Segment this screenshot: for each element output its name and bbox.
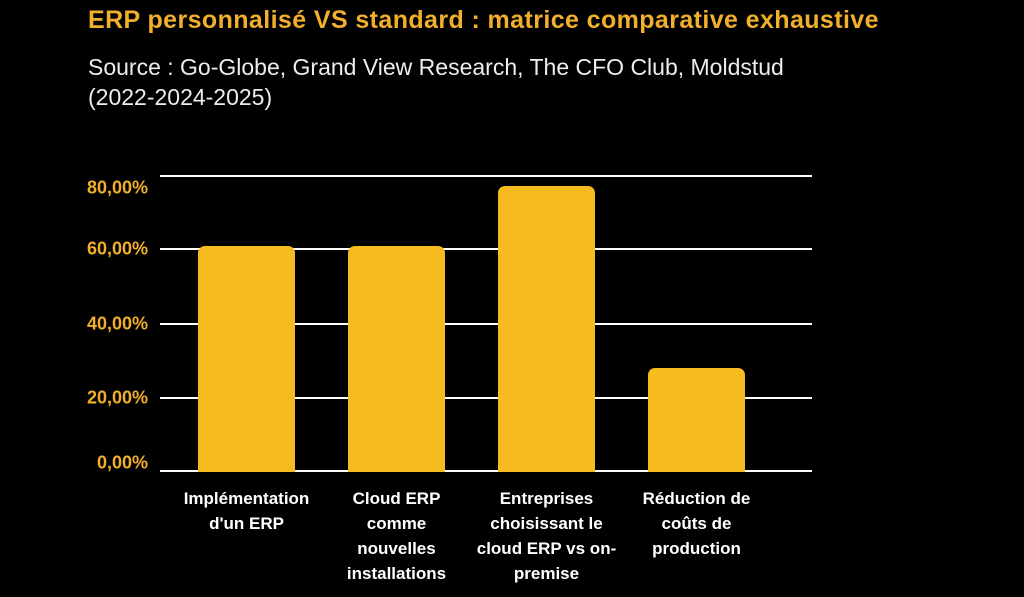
y-tick-label: 0,00%: [96, 452, 148, 473]
bar: [348, 246, 445, 472]
chart-title: ERP personnalisé VS standard : matrice c…: [88, 6, 879, 34]
bar: [648, 368, 745, 472]
category-label: Cloud ERP comme nouvelles installations: [346, 489, 447, 583]
gridline: [160, 248, 812, 250]
chart-source: Source : Go-Globe, Grand View Research, …: [88, 54, 784, 110]
y-tick-label: 40,00%: [86, 313, 148, 333]
bar: [498, 186, 595, 472]
gridline: [160, 397, 812, 399]
y-tick-label: 20,00%: [86, 387, 148, 408]
bar: [198, 246, 295, 472]
category-label: Implémentation d'un ERP: [183, 489, 310, 533]
category-label: Entreprises choisissant le cloud ERP vs …: [476, 489, 617, 583]
y-tick-label: 60,00%: [86, 238, 148, 259]
gridline: [160, 175, 812, 177]
gridline: [160, 323, 812, 325]
x-axis-line: [160, 470, 812, 472]
y-tick-label: 80,00%: [86, 177, 148, 198]
plot-area: 80,00% 60,00% 40,00% 20,00% 0,00% Implémentat…: [87, 175, 812, 583]
category-label: Réduction de coûts de production: [642, 489, 751, 558]
